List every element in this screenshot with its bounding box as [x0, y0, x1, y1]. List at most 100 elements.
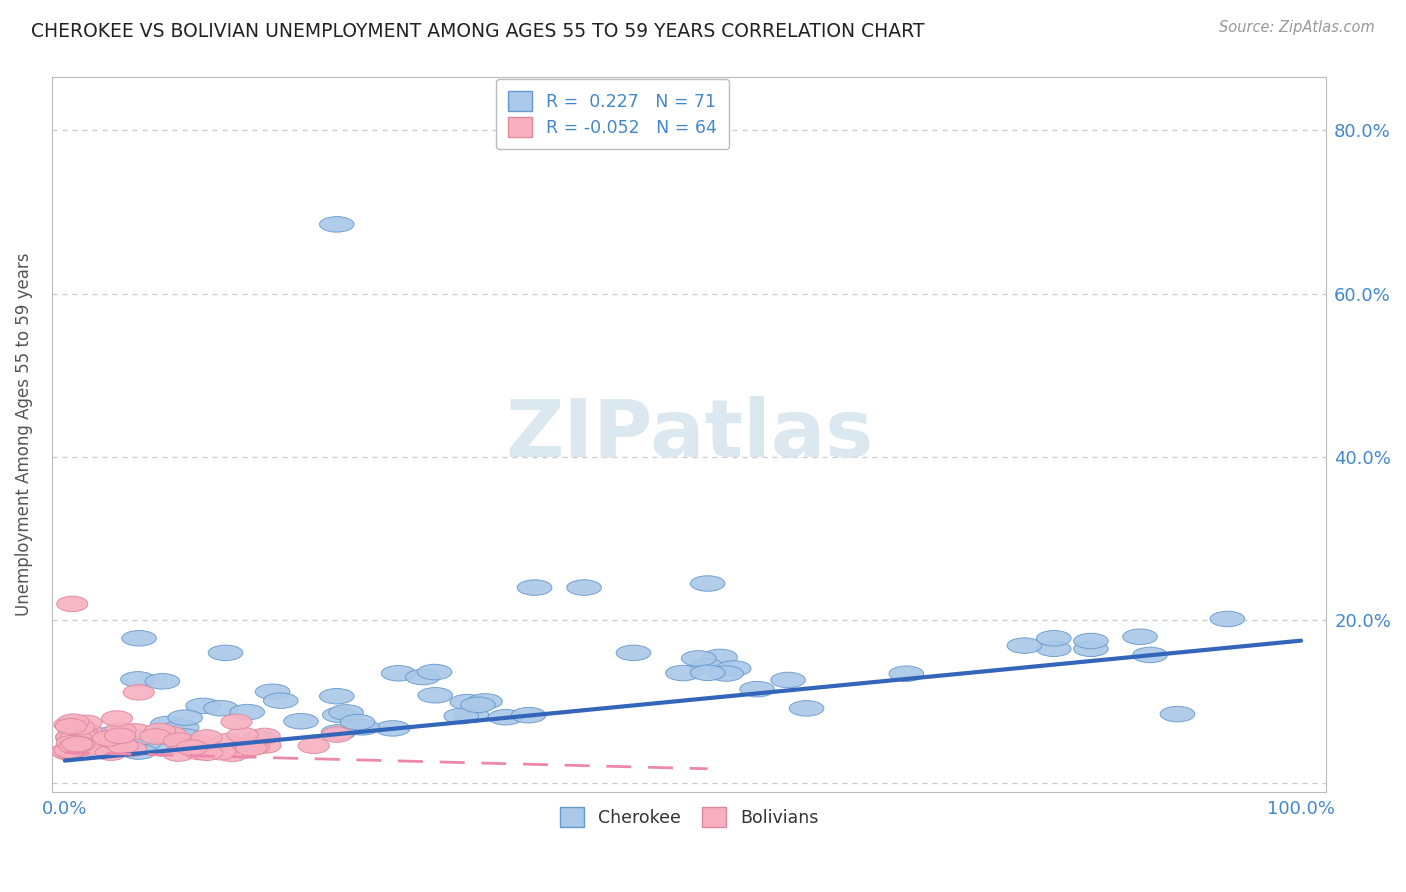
Ellipse shape	[319, 689, 354, 704]
Ellipse shape	[121, 672, 155, 687]
Ellipse shape	[63, 737, 94, 752]
Ellipse shape	[127, 736, 160, 751]
Ellipse shape	[740, 681, 775, 697]
Ellipse shape	[205, 745, 236, 760]
Ellipse shape	[1036, 631, 1071, 646]
Ellipse shape	[468, 694, 502, 709]
Ellipse shape	[235, 737, 266, 752]
Ellipse shape	[228, 743, 259, 758]
Ellipse shape	[72, 723, 103, 739]
Ellipse shape	[249, 728, 280, 744]
Ellipse shape	[1123, 629, 1157, 645]
Ellipse shape	[188, 742, 219, 757]
Ellipse shape	[461, 697, 495, 713]
Ellipse shape	[709, 665, 744, 681]
Text: Source: ZipAtlas.com: Source: ZipAtlas.com	[1219, 20, 1375, 35]
Ellipse shape	[703, 649, 737, 665]
Ellipse shape	[150, 716, 186, 731]
Ellipse shape	[322, 707, 357, 723]
Ellipse shape	[450, 694, 485, 710]
Ellipse shape	[145, 723, 176, 739]
Ellipse shape	[321, 727, 353, 742]
Ellipse shape	[176, 739, 208, 756]
Ellipse shape	[139, 729, 172, 744]
Ellipse shape	[53, 745, 84, 760]
Ellipse shape	[124, 737, 159, 752]
Ellipse shape	[142, 727, 177, 743]
Ellipse shape	[59, 725, 93, 741]
Ellipse shape	[1074, 633, 1108, 648]
Ellipse shape	[115, 741, 146, 756]
Ellipse shape	[53, 717, 84, 732]
Ellipse shape	[53, 742, 84, 758]
Ellipse shape	[166, 729, 201, 744]
Ellipse shape	[90, 737, 124, 753]
Ellipse shape	[717, 661, 751, 676]
Text: CHEROKEE VS BOLIVIAN UNEMPLOYMENT AMONG AGES 55 TO 59 YEARS CORRELATION CHART: CHEROKEE VS BOLIVIAN UNEMPLOYMENT AMONG …	[31, 22, 924, 41]
Ellipse shape	[263, 693, 298, 708]
Ellipse shape	[69, 736, 100, 752]
Ellipse shape	[121, 744, 156, 759]
Ellipse shape	[167, 710, 202, 725]
Ellipse shape	[454, 707, 489, 723]
Ellipse shape	[1211, 611, 1244, 627]
Ellipse shape	[186, 739, 221, 754]
Ellipse shape	[105, 723, 136, 738]
Ellipse shape	[690, 575, 725, 591]
Ellipse shape	[63, 739, 98, 754]
Ellipse shape	[156, 726, 187, 742]
Ellipse shape	[770, 673, 806, 688]
Ellipse shape	[56, 729, 87, 745]
Ellipse shape	[56, 735, 87, 751]
Ellipse shape	[152, 729, 183, 745]
Ellipse shape	[69, 730, 100, 746]
Ellipse shape	[191, 745, 222, 761]
Ellipse shape	[55, 743, 86, 759]
Ellipse shape	[340, 714, 375, 730]
Ellipse shape	[512, 707, 546, 723]
Ellipse shape	[93, 731, 124, 747]
Ellipse shape	[121, 723, 152, 739]
Ellipse shape	[121, 730, 156, 745]
Ellipse shape	[208, 645, 243, 661]
Ellipse shape	[67, 725, 98, 741]
Ellipse shape	[567, 580, 602, 595]
Ellipse shape	[221, 714, 252, 730]
Ellipse shape	[63, 720, 94, 735]
Ellipse shape	[284, 714, 318, 729]
Text: ZIPatlas: ZIPatlas	[505, 395, 873, 474]
Ellipse shape	[172, 738, 202, 753]
Ellipse shape	[73, 739, 104, 756]
Ellipse shape	[100, 733, 131, 749]
Ellipse shape	[191, 730, 222, 746]
Ellipse shape	[418, 665, 451, 680]
Ellipse shape	[204, 700, 238, 716]
Ellipse shape	[1133, 648, 1167, 663]
Ellipse shape	[55, 719, 87, 734]
Ellipse shape	[186, 736, 217, 751]
Ellipse shape	[889, 666, 924, 681]
Ellipse shape	[488, 709, 523, 725]
Ellipse shape	[60, 730, 91, 745]
Ellipse shape	[616, 645, 651, 661]
Ellipse shape	[689, 658, 724, 674]
Ellipse shape	[65, 720, 96, 736]
Ellipse shape	[56, 596, 87, 612]
Y-axis label: Unemployment Among Ages 55 to 59 years: Unemployment Among Ages 55 to 59 years	[15, 252, 32, 616]
Ellipse shape	[70, 715, 103, 731]
Ellipse shape	[165, 720, 200, 735]
Ellipse shape	[62, 737, 93, 752]
Ellipse shape	[418, 688, 453, 703]
Ellipse shape	[381, 665, 416, 681]
Ellipse shape	[375, 721, 411, 736]
Ellipse shape	[101, 711, 132, 726]
Ellipse shape	[163, 746, 194, 762]
Ellipse shape	[682, 650, 716, 666]
Ellipse shape	[56, 730, 90, 746]
Ellipse shape	[212, 733, 245, 748]
Ellipse shape	[104, 728, 135, 744]
Ellipse shape	[444, 708, 478, 723]
Ellipse shape	[124, 684, 155, 700]
Ellipse shape	[319, 217, 354, 232]
Ellipse shape	[72, 725, 103, 740]
